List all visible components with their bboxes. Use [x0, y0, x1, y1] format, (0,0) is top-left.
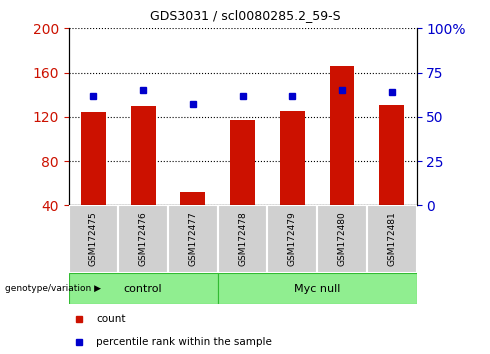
Bar: [118, 205, 168, 273]
Text: control: control: [124, 284, 163, 293]
Bar: [69, 205, 118, 273]
Bar: [180, 192, 205, 205]
Text: percentile rank within the sample: percentile rank within the sample: [97, 337, 272, 348]
Text: GSM172475: GSM172475: [89, 212, 98, 266]
Bar: [168, 205, 218, 273]
Bar: [280, 111, 305, 205]
Text: GSM172477: GSM172477: [188, 212, 197, 266]
Bar: [268, 205, 317, 273]
Bar: [81, 113, 106, 205]
Text: GSM172476: GSM172476: [139, 212, 147, 266]
Bar: [69, 273, 218, 304]
Bar: [218, 205, 268, 273]
Text: GSM172479: GSM172479: [288, 212, 297, 266]
Bar: [317, 205, 367, 273]
Bar: [218, 273, 416, 304]
Text: Myc null: Myc null: [294, 284, 340, 293]
Bar: [367, 205, 416, 273]
Text: genotype/variation ▶: genotype/variation ▶: [5, 284, 101, 293]
Bar: [329, 66, 354, 205]
Bar: [379, 105, 404, 205]
Text: GSM172481: GSM172481: [387, 212, 396, 266]
Bar: [230, 120, 255, 205]
Text: count: count: [97, 314, 126, 325]
Text: GDS3031 / scl0080285.2_59-S: GDS3031 / scl0080285.2_59-S: [149, 9, 341, 22]
Text: GSM172480: GSM172480: [338, 212, 346, 266]
Text: GSM172478: GSM172478: [238, 212, 247, 266]
Bar: [131, 106, 156, 205]
